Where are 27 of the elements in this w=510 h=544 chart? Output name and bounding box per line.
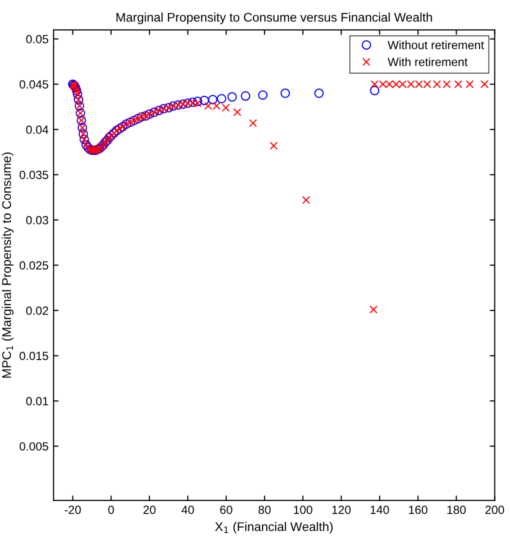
x-tick-label: 180 bbox=[447, 506, 466, 514]
y-tick-label: 0.04 bbox=[26, 125, 48, 134]
x-tick-label: 40 bbox=[182, 506, 194, 514]
y-tick-label: 0.01 bbox=[26, 396, 48, 406]
y-tick-label: 0.025 bbox=[20, 261, 48, 270]
y-tick-label: 0.03 bbox=[26, 216, 48, 224]
x-tick-label: 160 bbox=[409, 506, 428, 514]
x-tick-label: 0 bbox=[108, 506, 114, 514]
y-tick-label: 0.005 bbox=[20, 442, 48, 451]
x-tick-label: 120 bbox=[332, 506, 351, 514]
y-axis-title: MPC$_{1}$ (Marginal Propensity to Consume) bbox=[2, 152, 14, 378]
chart-title: Marginal Propensity to Consume versus Financial Wealth bbox=[116, 12, 432, 24]
y-tick-label: 0.035 bbox=[20, 170, 48, 180]
legend-label: With retirement bbox=[388, 57, 468, 66]
x-axis-title: X$_{1}$ (Financial Wealth) bbox=[215, 522, 333, 534]
x-tick-label: 80 bbox=[258, 506, 271, 514]
x-tick-label: 140 bbox=[370, 506, 390, 514]
x-tick-label: 200 bbox=[485, 506, 504, 514]
y-tick-label: 0.015 bbox=[20, 352, 48, 360]
x-tick-label: 60 bbox=[220, 506, 232, 514]
x-tick-label: 100 bbox=[294, 506, 312, 514]
legend-label: Without retirement bbox=[388, 40, 484, 50]
x-tick-label: -20 bbox=[64, 506, 81, 514]
y-tick-label: 0.045 bbox=[20, 80, 48, 89]
y-tick-label: 0.02 bbox=[26, 306, 48, 315]
x-tick-label: 20 bbox=[143, 506, 156, 514]
y-tick-label: 0.05 bbox=[26, 35, 48, 44]
